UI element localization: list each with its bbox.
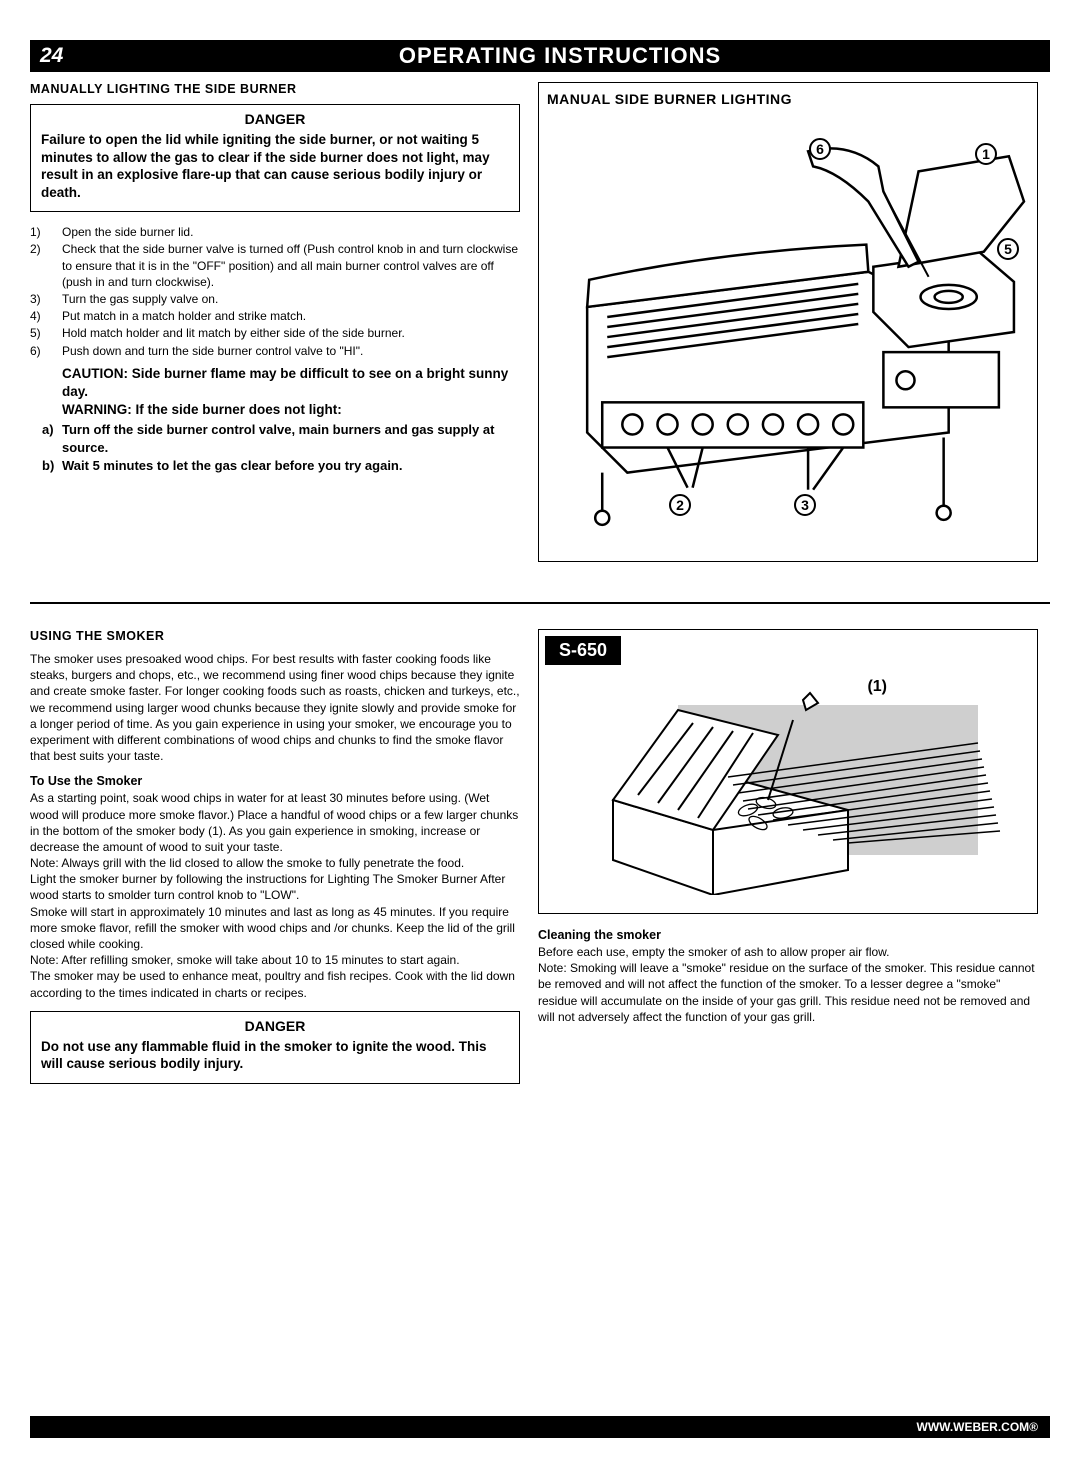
callout-1: 1	[975, 143, 997, 165]
step-text: Push down and turn the side burner contr…	[62, 343, 520, 359]
step-text: Check that the side burner valve is turn…	[62, 241, 520, 290]
step-num: 2)	[30, 241, 62, 290]
grill-diagram-svg	[547, 107, 1029, 537]
footer-bar: WWW.WEBER.COM®	[30, 1416, 1050, 1438]
diagram-side-burner: MANUAL SIDE BURNER LIGHTING	[538, 82, 1038, 562]
danger-title: DANGER	[41, 111, 509, 127]
danger-text: Do not use any flammable fluid in the sm…	[41, 1038, 509, 1073]
smoker-p6: The smoker may be used to enhance meat, …	[30, 968, 520, 1000]
step-text: Hold match holder and lit match by eithe…	[62, 325, 520, 341]
danger-box-2: DANGER Do not use any flammable fluid in…	[30, 1011, 520, 1084]
smoker-p5: Note: After refilling smoker, smoke will…	[30, 952, 520, 968]
steps-list: 1)Open the side burner lid.2)Check that …	[30, 224, 520, 359]
step-text: Put match in a match holder and strike m…	[62, 308, 520, 324]
diagram-smoker: S-650	[538, 629, 1038, 914]
footer-url: WWW.WEBER.COM®	[917, 1420, 1039, 1434]
page-title: OPERATING INSTRUCTIONS	[80, 43, 1040, 69]
smoker-p2: Note: Always grill with the lid closed t…	[30, 855, 520, 871]
callout-2: 2	[669, 494, 691, 516]
danger-box: DANGER Failure to open the lid while ign…	[30, 104, 520, 212]
callout-5: 5	[997, 238, 1019, 260]
cleaning-p2: Note: Smoking will leave a "smoke" resid…	[538, 960, 1038, 1025]
diagram-title: MANUAL SIDE BURNER LIGHTING	[547, 91, 1029, 107]
section-side-burner: MANUALLY LIGHTING THE SIDE BURNER DANGER…	[30, 82, 1050, 562]
cleaning-p1: Before each use, empty the smoker of ash…	[538, 944, 1038, 960]
smoker-p1: As a starting point, soak wood chips in …	[30, 790, 520, 855]
step-num: 4)	[30, 308, 62, 324]
step-num: 6)	[30, 343, 62, 359]
sub-heading: To Use the Smoker	[30, 774, 520, 788]
section-smoker: USING THE SMOKER The smoker uses presoak…	[30, 629, 1050, 1096]
page-number: 24	[40, 44, 80, 68]
model-tag: S-650	[545, 636, 621, 665]
callout-6: 6	[809, 138, 831, 160]
substep-num: b)	[42, 457, 62, 475]
step-text: Open the side burner lid.	[62, 224, 520, 240]
section-heading: MANUALLY LIGHTING THE SIDE BURNER	[30, 82, 520, 96]
callout-1-smoker: (1)	[867, 678, 887, 696]
callout-3: 3	[794, 494, 816, 516]
smoker-p3: Light the smoker burner by following the…	[30, 871, 520, 903]
cleaning-head: Cleaning the smoker	[538, 928, 1038, 942]
step-text: Turn the gas supply valve on.	[62, 291, 520, 307]
step-num: 1)	[30, 224, 62, 240]
danger-text: Failure to open the lid while igniting t…	[41, 131, 509, 201]
smoker-diagram-svg	[545, 665, 1031, 895]
warning-text: WARNING: If the side burner does not lig…	[62, 401, 520, 419]
caution-block: CAUTION: Side burner flame may be diffic…	[62, 365, 520, 475]
smoker-p4: Smoke will start in approximately 10 min…	[30, 904, 520, 953]
danger-title: DANGER	[41, 1018, 509, 1034]
substep-num: a)	[42, 421, 62, 456]
sub-steps: a)Turn off the side burner control valve…	[62, 421, 520, 475]
step-num: 5)	[30, 325, 62, 341]
section-divider	[30, 602, 1050, 604]
substep-text: Wait 5 minutes to let the gas clear befo…	[62, 457, 403, 475]
section-heading: USING THE SMOKER	[30, 629, 520, 643]
substep-text: Turn off the side burner control valve, …	[62, 421, 520, 456]
header-bar: 24 OPERATING INSTRUCTIONS	[30, 40, 1050, 72]
step-num: 3)	[30, 291, 62, 307]
smoker-intro: The smoker uses presoaked wood chips. Fo…	[30, 651, 520, 764]
caution-text: CAUTION: Side burner flame may be diffic…	[62, 365, 520, 401]
